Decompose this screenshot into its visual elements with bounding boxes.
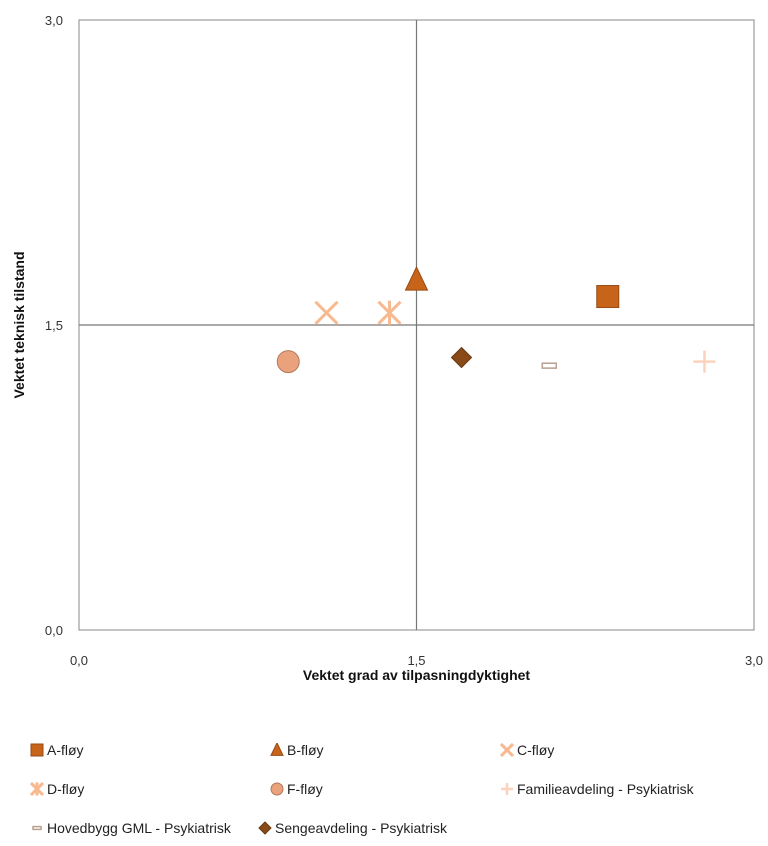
- x-tick-label: 0,0: [70, 653, 88, 668]
- data-point: [541, 362, 557, 369]
- legend-item: Sengeavdeling - Psykiatrisk: [258, 820, 447, 836]
- legend-label: Sengeavdeling - Psykiatrisk: [275, 820, 447, 836]
- legend-item: C-fløy: [500, 742, 554, 758]
- legend-item: D-fløy: [30, 781, 84, 797]
- data-point: [377, 300, 402, 325]
- y-axis-title: Vektet teknisk tilstand: [11, 251, 27, 398]
- legend-label: Hovedbygg GML - Psykiatrisk: [47, 820, 231, 836]
- legend-item: Familieavdeling - Psykiatrisk: [500, 781, 694, 797]
- legend-item: F-fløy: [270, 781, 323, 797]
- data-point: [693, 350, 716, 373]
- legend-marker-icon: [30, 821, 44, 835]
- x-tick-label: 3,0: [745, 653, 763, 668]
- legend-marker-icon: [270, 743, 284, 757]
- data-point: [404, 265, 429, 291]
- legend-label: D-fløy: [47, 781, 85, 797]
- y-tick-label: 3,0: [45, 13, 63, 28]
- tick-labels: 0,0 1,5 3,0 0,0 1,5 3,0: [45, 13, 763, 668]
- legend-label: F-fløy: [287, 781, 323, 797]
- x-tick-label: 1,5: [407, 653, 425, 668]
- legend-item: A-fløy: [30, 742, 84, 758]
- data-point: [450, 346, 473, 369]
- scatter-chart: 0,0 1,5 3,0 0,0 1,5 3,0 Vektet grad av tilpas…: [11, 13, 763, 683]
- legend-marker-icon: [30, 782, 44, 796]
- data-point: [596, 285, 620, 309]
- legend-item: Hovedbygg GML - Psykiatrisk: [30, 820, 231, 836]
- data-points: [276, 265, 716, 374]
- legend-marker-icon: [258, 821, 272, 835]
- legend-marker-icon: [270, 782, 284, 796]
- legend-item: B-fløy: [270, 742, 324, 758]
- data-point: [314, 300, 339, 325]
- plot-area: [78, 19, 755, 631]
- legend-label: C-fløy: [517, 742, 555, 758]
- y-tick-label: 1,5: [45, 318, 63, 333]
- legend-marker-icon: [30, 743, 44, 757]
- legend-label: Familieavdeling - Psykiatrisk: [517, 781, 694, 797]
- x-axis-title: Vektet grad av tilpasningdyktighet: [303, 667, 531, 683]
- legend-label: B-fløy: [287, 742, 324, 758]
- legend-marker-icon: [500, 782, 514, 796]
- data-point: [276, 350, 300, 374]
- legend-label: A-fløy: [47, 742, 84, 758]
- legend-marker-icon: [500, 743, 514, 757]
- y-tick-label: 0,0: [45, 623, 63, 638]
